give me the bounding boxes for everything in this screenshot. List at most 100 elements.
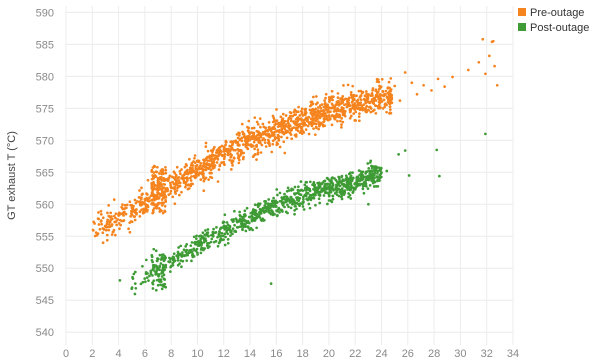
data-point bbox=[370, 164, 373, 168]
data-point bbox=[168, 174, 172, 178]
data-point bbox=[378, 106, 381, 110]
data-point bbox=[255, 143, 259, 147]
data-points bbox=[91, 37, 499, 296]
data-point bbox=[438, 174, 441, 178]
data-point bbox=[323, 124, 327, 128]
data-point bbox=[206, 159, 210, 163]
data-point bbox=[200, 243, 203, 247]
data-point bbox=[326, 109, 329, 113]
data-point bbox=[222, 220, 226, 224]
data-point bbox=[326, 202, 329, 206]
data-point bbox=[293, 201, 297, 205]
data-point bbox=[358, 112, 361, 115]
data-point bbox=[318, 201, 322, 205]
data-point bbox=[304, 188, 307, 192]
y-axis-label: GT exhaust T (°C) bbox=[6, 131, 18, 220]
data-point bbox=[199, 251, 203, 255]
data-point bbox=[331, 183, 335, 186]
y-tick-label: 550 bbox=[36, 263, 54, 275]
data-point bbox=[257, 139, 261, 143]
data-point bbox=[361, 90, 365, 94]
data-point bbox=[180, 265, 183, 269]
data-point bbox=[293, 212, 296, 216]
data-point bbox=[209, 158, 212, 161]
data-point bbox=[177, 246, 180, 249]
data-point bbox=[299, 117, 303, 120]
data-point bbox=[236, 136, 240, 140]
data-point bbox=[203, 233, 207, 237]
data-point bbox=[344, 97, 348, 101]
data-point bbox=[240, 139, 244, 143]
data-point bbox=[129, 214, 132, 218]
data-point bbox=[281, 196, 284, 200]
data-point bbox=[324, 117, 328, 121]
data-point bbox=[294, 113, 297, 116]
data-point bbox=[159, 187, 162, 191]
data-point bbox=[279, 121, 283, 125]
data-point bbox=[130, 287, 134, 291]
data-point bbox=[281, 112, 285, 116]
data-point bbox=[163, 210, 167, 214]
data-point bbox=[141, 264, 144, 268]
data-point bbox=[314, 190, 317, 194]
data-point bbox=[320, 114, 323, 118]
data-point bbox=[138, 210, 142, 214]
data-point bbox=[243, 222, 246, 226]
data-point bbox=[213, 156, 217, 160]
data-point bbox=[264, 126, 268, 130]
data-point bbox=[161, 271, 165, 274]
data-point bbox=[107, 204, 111, 207]
data-point bbox=[238, 131, 241, 135]
data-point bbox=[202, 179, 206, 183]
data-point bbox=[144, 204, 148, 208]
data-point bbox=[315, 116, 319, 120]
data-point bbox=[329, 106, 333, 110]
data-point bbox=[376, 176, 379, 179]
data-point bbox=[132, 272, 136, 276]
data-point bbox=[101, 231, 105, 235]
data-point bbox=[269, 129, 273, 133]
data-point bbox=[151, 260, 154, 264]
data-point bbox=[495, 83, 499, 87]
data-point bbox=[340, 194, 343, 198]
data-point bbox=[96, 217, 100, 221]
data-point bbox=[230, 146, 234, 150]
data-point bbox=[179, 259, 183, 262]
data-point bbox=[244, 145, 248, 148]
data-point bbox=[310, 109, 314, 113]
data-point bbox=[194, 167, 198, 171]
data-point bbox=[374, 88, 378, 92]
data-point bbox=[300, 112, 304, 116]
data-point bbox=[251, 131, 255, 135]
data-point bbox=[313, 193, 317, 196]
data-point bbox=[107, 214, 111, 218]
data-point bbox=[130, 209, 133, 213]
data-point bbox=[337, 194, 341, 198]
data-point bbox=[150, 192, 154, 195]
data-point bbox=[257, 213, 261, 217]
data-point bbox=[121, 219, 125, 223]
data-point bbox=[97, 211, 100, 214]
data-point bbox=[234, 217, 238, 221]
data-point bbox=[187, 187, 191, 190]
data-point bbox=[347, 96, 351, 100]
data-point bbox=[128, 200, 132, 204]
data-point bbox=[216, 244, 220, 248]
data-point bbox=[154, 264, 158, 267]
data-point bbox=[238, 225, 242, 229]
data-point bbox=[374, 168, 378, 172]
data-point bbox=[403, 149, 407, 152]
data-point bbox=[359, 98, 363, 102]
data-point bbox=[152, 176, 155, 180]
data-point bbox=[370, 98, 374, 101]
data-point bbox=[398, 99, 402, 103]
data-point bbox=[316, 106, 320, 109]
data-point bbox=[355, 94, 358, 98]
data-point bbox=[369, 110, 373, 114]
data-point bbox=[140, 208, 143, 212]
data-point bbox=[202, 168, 206, 171]
data-point bbox=[195, 170, 199, 174]
data-point bbox=[240, 122, 244, 126]
data-point bbox=[152, 279, 156, 283]
data-point bbox=[309, 193, 313, 197]
